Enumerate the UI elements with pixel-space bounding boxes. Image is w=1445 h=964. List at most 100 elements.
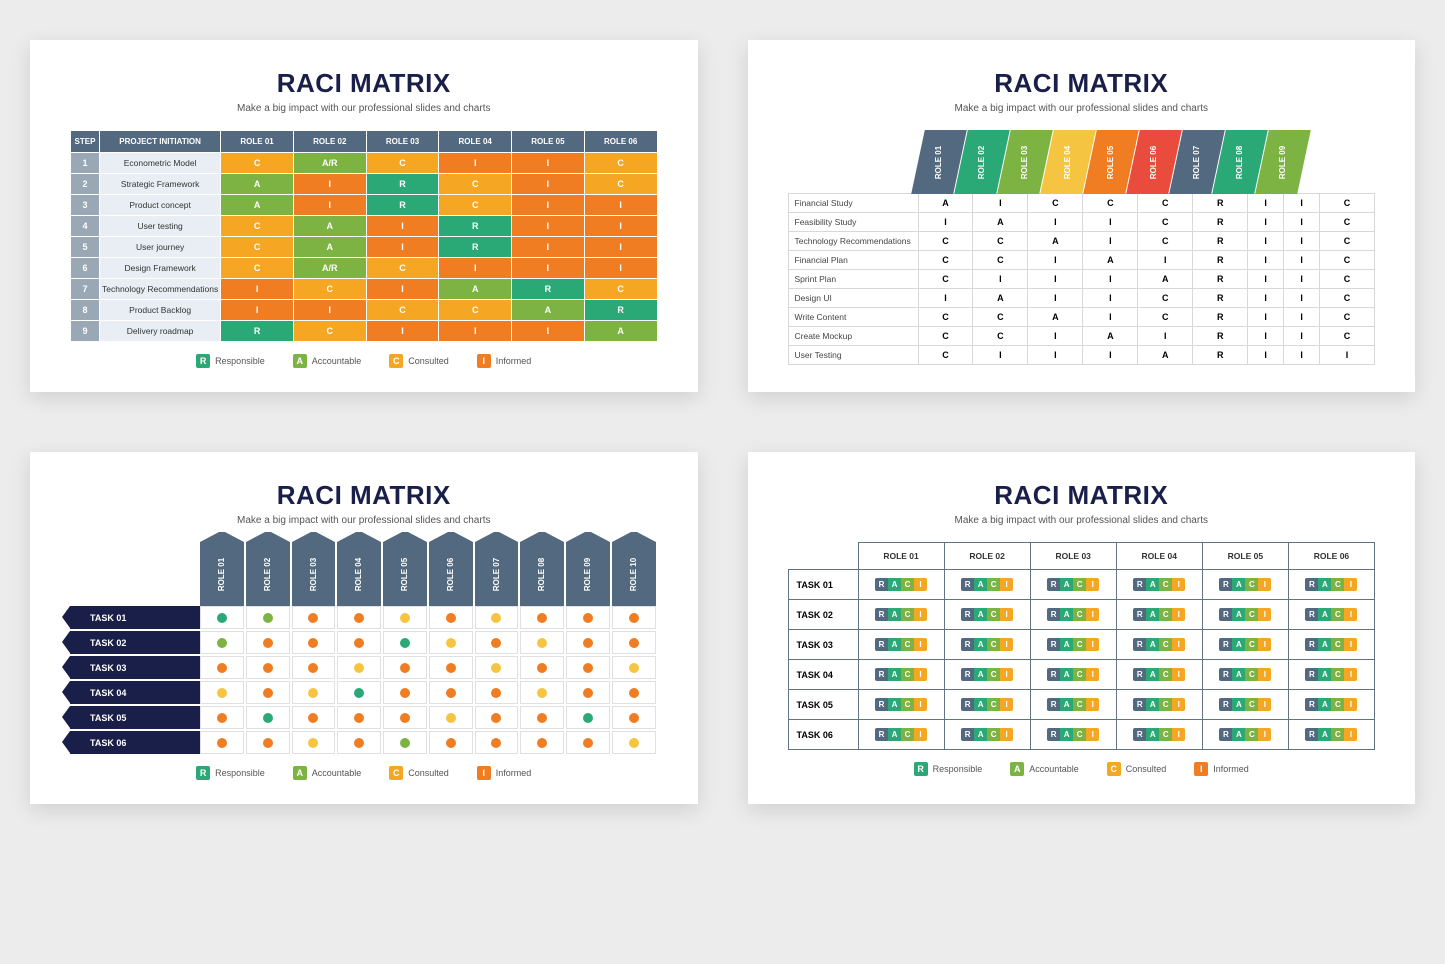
raci-cell: I — [1028, 289, 1083, 308]
role-label: ROLE 07 — [492, 557, 501, 590]
raci-cell: RACI — [1030, 690, 1116, 720]
pill: A — [1146, 668, 1159, 681]
pill: C — [901, 668, 914, 681]
pill: C — [987, 668, 1000, 681]
pill: R — [1305, 638, 1318, 651]
pill: R — [1219, 698, 1232, 711]
role-label: ROLE 02 — [263, 557, 272, 590]
pill: R — [1305, 608, 1318, 621]
raci-cell: I — [1028, 251, 1083, 270]
task-name: TASK 06 — [70, 731, 200, 754]
dot-cell — [612, 656, 656, 679]
pill: A — [1146, 578, 1159, 591]
task-name: Sprint Plan — [788, 270, 918, 289]
raci-pills: RACI — [875, 698, 927, 711]
pill: A — [1232, 608, 1245, 621]
task-name: Technology Recommendations — [100, 279, 220, 299]
pill: A — [888, 608, 901, 621]
raci-cell: C — [1320, 327, 1375, 346]
pill: A — [1318, 668, 1331, 681]
pill: I — [1258, 668, 1271, 681]
status-dot — [354, 738, 364, 748]
status-dot — [629, 663, 639, 673]
status-dot — [217, 638, 227, 648]
task-row: TASK 04 — [70, 681, 658, 704]
task-name: Delivery roadmap — [100, 321, 220, 341]
pill: R — [1047, 578, 1060, 591]
raci-cell: I — [585, 237, 657, 257]
legend: RResponsibleAAccountableCConsultedIInfor… — [70, 354, 658, 368]
raci-cell: I — [1138, 327, 1193, 346]
raci-pills: RACI — [1219, 728, 1271, 741]
raci-cell: C — [1320, 213, 1375, 232]
raci-cell: R — [221, 321, 293, 341]
raci-cell: I — [1284, 232, 1320, 251]
pill: R — [1133, 578, 1146, 591]
raci-cell: I — [294, 174, 366, 194]
raci-pills: RACI — [1047, 698, 1099, 711]
raci-cell: RACI — [1288, 630, 1374, 660]
pill: I — [1086, 728, 1099, 741]
raci-pills: RACI — [1047, 668, 1099, 681]
raci-cell: RACI — [1202, 630, 1288, 660]
pill: R — [875, 728, 888, 741]
raci-pills: RACI — [1047, 638, 1099, 651]
raci-pills: RACI — [1219, 608, 1271, 621]
status-dot — [217, 663, 227, 673]
step-number: 9 — [71, 321, 99, 341]
status-dot — [446, 713, 456, 723]
dot-cell — [612, 631, 656, 654]
legend-swatch: R — [196, 766, 210, 780]
raci-pills: RACI — [1305, 638, 1357, 651]
legend-label: Consulted — [1126, 764, 1167, 774]
dot-cell — [520, 606, 564, 629]
dot-cell — [246, 606, 290, 629]
status-dot — [537, 713, 547, 723]
pill: A — [1232, 668, 1245, 681]
raci-cell: RACI — [1202, 660, 1288, 690]
raci-cell: I — [367, 237, 439, 257]
pill: A — [1318, 698, 1331, 711]
role-header: ROLE 04 — [337, 542, 381, 606]
pill: R — [1133, 698, 1146, 711]
raci-pills: RACI — [1133, 638, 1185, 651]
raci-cell: A — [1138, 270, 1193, 289]
status-dot — [537, 738, 547, 748]
raci-cell: I — [439, 321, 511, 341]
raci-cell: R — [367, 174, 439, 194]
raci-cell: I — [367, 321, 439, 341]
raci-cell: I — [973, 346, 1028, 365]
raci-cell: R — [439, 216, 511, 236]
dot-cell — [612, 706, 656, 729]
pill: R — [1305, 668, 1318, 681]
dot-cell — [246, 656, 290, 679]
raci-pills: RACI — [1047, 728, 1099, 741]
pill: I — [1000, 728, 1013, 741]
role-label: ROLE 07 — [1192, 145, 1201, 178]
raci-cell: I — [1028, 213, 1083, 232]
pill: A — [1232, 698, 1245, 711]
raci-cell: C — [1320, 308, 1375, 327]
pill: I — [1000, 668, 1013, 681]
raci-pills: RACI — [961, 608, 1013, 621]
raci-cell: C — [1320, 232, 1375, 251]
status-dot — [629, 638, 639, 648]
legend: RResponsibleAAccountableCConsultedIInfor… — [70, 766, 658, 780]
raci-cell: C — [1320, 194, 1375, 213]
card-subtitle: Make a big impact with our professional … — [788, 515, 1376, 526]
role-label: ROLE 02 — [977, 145, 986, 178]
raci-cell: RACI — [1116, 720, 1202, 750]
pill: C — [1331, 608, 1344, 621]
raci-cell: C — [1083, 194, 1138, 213]
pill: C — [1331, 698, 1344, 711]
dot-cell — [292, 606, 336, 629]
raci-table-2: Financial StudyAICCCRIICFeasibility Stud… — [788, 193, 1376, 365]
pill: A — [1232, 578, 1245, 591]
pill: A — [888, 668, 901, 681]
status-dot — [354, 688, 364, 698]
dot-cell — [475, 656, 519, 679]
pill: R — [1219, 608, 1232, 621]
role-header: ROLE 05 — [383, 542, 427, 606]
legend-item: RResponsible — [196, 354, 265, 368]
pill: C — [1331, 638, 1344, 651]
